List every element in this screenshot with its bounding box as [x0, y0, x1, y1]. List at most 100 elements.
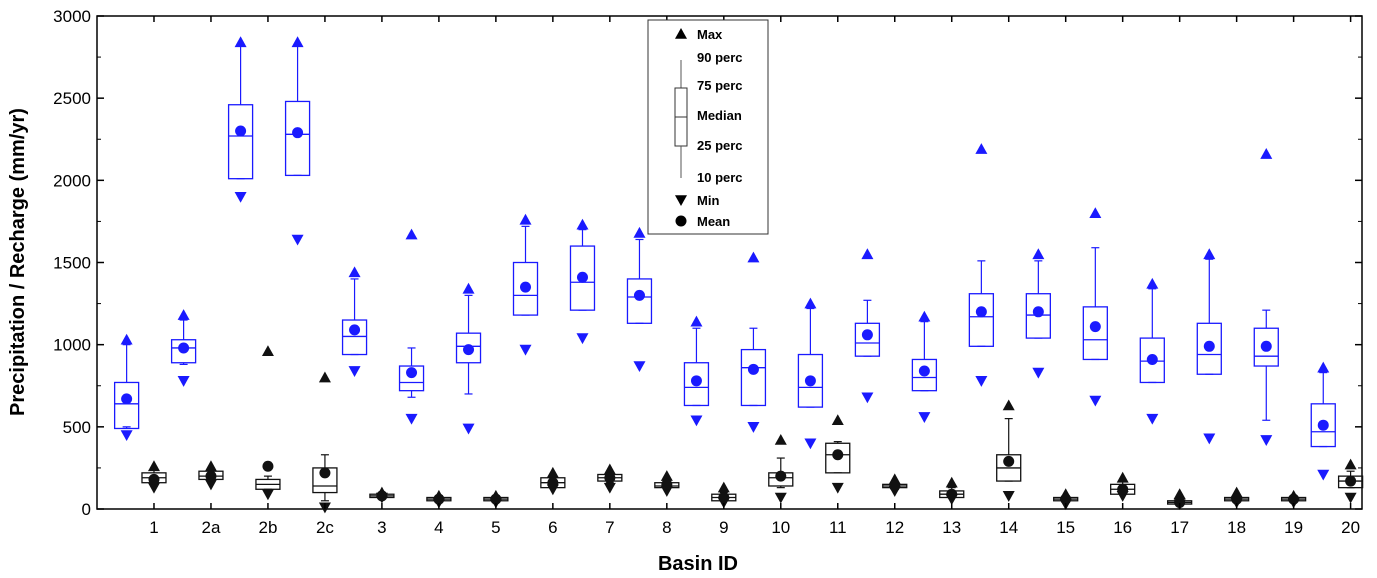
x-tick-label: 19	[1284, 518, 1303, 537]
mean-marker	[376, 490, 388, 502]
box-iqr	[797, 353, 824, 408]
y-tick-label: 0	[82, 500, 91, 519]
mean-marker	[292, 127, 304, 139]
box-iqr	[968, 293, 995, 347]
box-iqr	[569, 245, 596, 311]
mean-marker	[490, 493, 502, 505]
mean-marker	[889, 480, 901, 492]
max-marker	[975, 143, 988, 154]
x-tick-label: 16	[1113, 518, 1132, 537]
max-marker	[291, 36, 304, 48]
mean-marker	[918, 365, 930, 377]
box-12	[854, 248, 881, 404]
box-10	[768, 433, 794, 504]
mean-marker	[690, 375, 702, 387]
box-iqr	[341, 319, 368, 356]
mean-marker	[433, 493, 445, 505]
max-marker	[120, 333, 133, 345]
x-tick-label: 1	[149, 518, 158, 537]
box-10	[740, 251, 767, 433]
legend-label-min: Min	[697, 193, 719, 208]
mean-marker	[205, 470, 217, 482]
max-marker	[831, 414, 844, 426]
box-7	[597, 463, 623, 494]
x-tick-label: 11	[829, 518, 847, 537]
min-marker	[147, 482, 160, 494]
box-9	[683, 315, 710, 427]
legend-mean-marker	[675, 215, 687, 227]
min-marker	[120, 430, 133, 442]
x-tick-label: 2a	[202, 518, 221, 537]
box-iqr	[825, 442, 851, 474]
legend-label-max: Max	[697, 27, 723, 42]
legend-min-marker	[675, 195, 687, 206]
box-18	[1223, 486, 1250, 509]
box-19	[1280, 489, 1307, 509]
mean-marker	[121, 393, 133, 405]
y-tick-label: 2500	[53, 89, 91, 108]
max-marker	[348, 266, 361, 278]
max-marker	[1116, 471, 1129, 483]
mean-marker	[1032, 306, 1044, 318]
mean-marker	[832, 449, 844, 461]
mean-marker	[319, 467, 331, 479]
legend-frame	[647, 19, 769, 235]
max-marker	[717, 481, 730, 493]
max-marker	[261, 345, 274, 357]
max-marker	[318, 371, 331, 383]
box-2c	[312, 371, 338, 514]
min-marker	[861, 392, 874, 404]
box-5	[483, 489, 509, 509]
mean-marker	[1117, 483, 1129, 495]
x-axis-title: Basin ID	[658, 553, 738, 575]
x-tick-label: 3	[377, 518, 386, 537]
max-marker	[918, 310, 931, 322]
axes: 0 500 1000 1500 2000 2500 3000 1 2a 2b 2c 3 4 5 6 7 8 9 10…	[53, 7, 1362, 537]
mean-marker	[1203, 340, 1215, 352]
chart-marks	[113, 36, 1364, 514]
box-iqr	[455, 332, 482, 364]
box-6	[540, 466, 566, 496]
mean-marker	[633, 289, 645, 301]
mean-marker	[804, 375, 816, 387]
box-1	[113, 333, 140, 442]
min-marker	[204, 479, 217, 491]
legend: Max 90 perc 75 perc Median 25 perc 10 pe…	[647, 19, 769, 235]
max-marker	[1146, 277, 1159, 289]
mean-marker	[148, 473, 160, 485]
mean-marker	[463, 344, 475, 356]
box-2a	[170, 309, 197, 387]
max-marker	[546, 466, 559, 478]
min-marker	[405, 413, 418, 425]
min-marker	[918, 412, 931, 423]
box-iqr	[170, 339, 197, 364]
max-marker	[633, 226, 646, 238]
min-marker	[747, 422, 760, 433]
max-marker	[804, 297, 817, 309]
box-19	[1253, 148, 1279, 446]
max-marker	[861, 248, 874, 260]
y-tick-label: 1500	[53, 254, 91, 273]
box-iqr	[284, 100, 311, 177]
min-marker	[462, 423, 475, 435]
max-marker	[204, 460, 217, 472]
x-tick-label: 7	[605, 518, 614, 537]
mean-marker	[747, 363, 759, 375]
max-marker	[690, 315, 703, 327]
max-marker	[147, 460, 160, 472]
max-marker	[1260, 148, 1273, 159]
box-11	[797, 297, 824, 450]
x-tick-label: 4	[434, 518, 443, 537]
mean-marker	[1231, 493, 1243, 505]
box-4	[398, 228, 425, 425]
mean-marker	[349, 324, 361, 336]
box-iqr	[1025, 293, 1051, 339]
legend-label-p10: 10 perc	[697, 170, 743, 185]
max-marker	[462, 282, 475, 294]
max-marker	[1203, 248, 1216, 260]
x-tick-label: 10	[771, 518, 790, 537]
box-3	[369, 486, 395, 504]
min-marker	[1146, 413, 1159, 425]
box-2a	[198, 460, 224, 491]
mean-marker	[861, 329, 873, 341]
